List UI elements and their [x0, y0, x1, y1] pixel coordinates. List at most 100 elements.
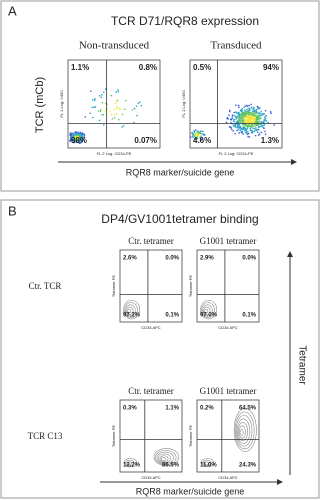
cell-dot [72, 138, 74, 140]
cell-dot [114, 102, 117, 105]
quadrant-value: 97.0% [200, 313, 218, 319]
cell-dot [110, 94, 113, 97]
cell-dot [101, 102, 104, 104]
axis-name: CD34 APC [218, 325, 237, 330]
cell-dot [247, 135, 249, 138]
cell-dot [263, 113, 266, 115]
cell-dot [236, 120, 239, 123]
cell-dot [79, 140, 82, 142]
cell-dot [257, 114, 259, 117]
cell-dot [246, 133, 249, 136]
cell-dot [253, 125, 255, 127]
cell-dot [256, 105, 259, 108]
cell-dot [72, 139, 75, 142]
cell-dot [256, 108, 258, 111]
cell-dot [248, 119, 251, 122]
plot-cells [123, 299, 141, 320]
cell-dot [78, 133, 81, 136]
plot-title: Ctr. tetramer [128, 236, 173, 246]
cell-dot [239, 129, 242, 132]
contour [125, 459, 135, 467]
cell-dot [117, 89, 119, 91]
cell-dot [199, 131, 201, 133]
panel-label: A [8, 3, 17, 18]
cell-dot [253, 118, 256, 121]
cell-dot [235, 117, 238, 120]
cell-dot [82, 133, 85, 135]
cell-dot [264, 130, 266, 133]
cell-dot [258, 116, 260, 119]
cell-dot [237, 126, 240, 129]
axis-name: FL 1 Log: V450 [59, 90, 64, 118]
axis-name: CD34 APC [141, 475, 160, 480]
cell-dot [258, 120, 260, 123]
cell-dot [98, 119, 101, 122]
cell-dot [254, 134, 257, 137]
axis-name: Tetramer PE [111, 425, 116, 448]
quadrant-value: 0.0% [242, 256, 256, 262]
cell-dot [199, 136, 201, 139]
cell-dot [257, 128, 260, 131]
contour [127, 309, 132, 314]
cell-dot [257, 134, 260, 136]
cell-dot [240, 131, 243, 134]
quadrant-value: 4.6% [193, 136, 211, 145]
cell-dot [238, 132, 241, 134]
cell-dot [94, 98, 96, 100]
cell-dot [227, 118, 230, 120]
quadrant-value: 0.0% [165, 256, 179, 262]
cell-dot [233, 111, 236, 114]
cell-dot [225, 121, 228, 124]
cell-dot [109, 111, 111, 113]
cell-dot [202, 133, 205, 135]
cell-dot [137, 102, 140, 104]
quadrant-value: 0.3% [123, 406, 137, 412]
contour [235, 415, 253, 447]
cell-dot [228, 126, 231, 128]
cell-dot [244, 116, 247, 118]
cell-dot [118, 107, 121, 110]
cell-dot [254, 121, 257, 123]
cell-dot [251, 108, 254, 110]
quadrant-value: 0.2% [200, 406, 214, 412]
cell-dot [263, 124, 266, 126]
cell-dot [82, 137, 84, 139]
quadrant-value: 1.1% [165, 406, 179, 412]
cell-dot [111, 118, 114, 120]
cell-dot [233, 125, 236, 128]
cell-dot [245, 128, 248, 131]
contour [234, 411, 255, 450]
cell-dot [235, 111, 238, 114]
cell-dot [135, 105, 138, 108]
cell-dot [232, 130, 235, 132]
cell-dot [76, 136, 79, 138]
cell-dot [74, 131, 76, 134]
cell-dot [234, 125, 237, 127]
cell-dot [237, 114, 240, 116]
cell-dot [78, 135, 81, 138]
cell-dot [253, 113, 255, 115]
contour [233, 408, 257, 452]
axis-name: Tetramer PE [111, 275, 116, 298]
cell-dot [197, 131, 200, 133]
cell-dot [92, 98, 94, 101]
cell-dot [244, 111, 246, 114]
cell-dot [258, 115, 261, 117]
cell-dot [242, 127, 245, 129]
panel-label: B [8, 203, 17, 218]
axis-name: CD34 APC [141, 325, 160, 330]
cell-dot [228, 110, 231, 113]
cell-dot [251, 131, 254, 133]
cell-dot [255, 119, 258, 122]
cell-dot [102, 124, 105, 126]
cell-dot [140, 104, 143, 107]
cell-dot [253, 114, 256, 117]
cell-dot [260, 131, 263, 134]
contour [202, 304, 213, 317]
quadrant-value: 24.3% [239, 463, 257, 469]
contour [236, 418, 251, 444]
plot-title: Non-transduced [79, 40, 150, 52]
cell-dot [116, 107, 118, 110]
cell-dot [254, 124, 256, 127]
cell-dot [249, 117, 252, 119]
